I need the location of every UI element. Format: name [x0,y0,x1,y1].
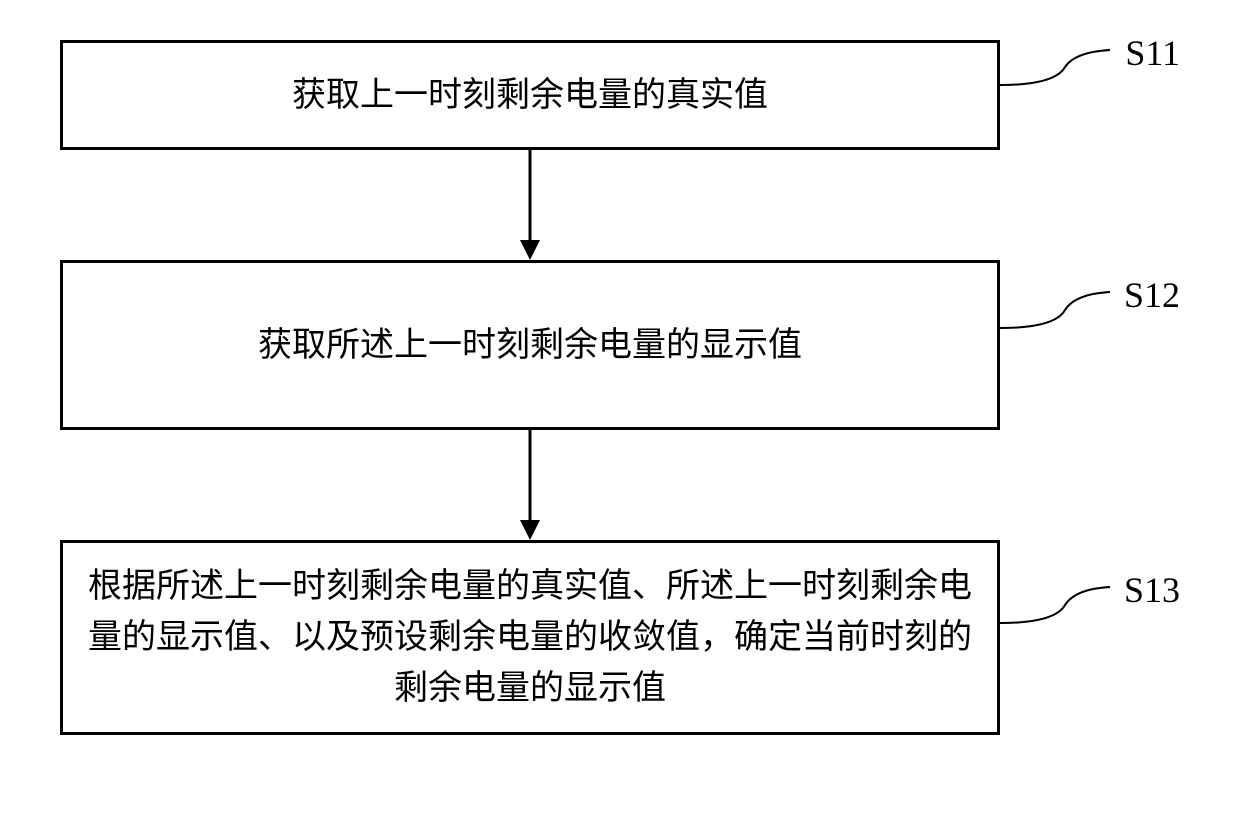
step-label: S13 [1124,569,1180,611]
arrow-down-icon [510,150,550,260]
flow-step-s11: 获取上一时刻剩余电量的真实值 S11 [60,40,1180,150]
arrow-down-icon [510,430,550,540]
flow-step-s13: 根据所述上一时刻剩余电量的真实值、所述上一时刻剩余电量的显示值、以及预设剩余电量… [60,540,1180,735]
flow-arrow-2 [60,430,1000,540]
flow-step-s12: 获取所述上一时刻剩余电量的显示值 S12 [60,260,1180,430]
flow-box-text: 根据所述上一时刻剩余电量的真实值、所述上一时刻剩余电量的显示值、以及预设剩余电量… [87,561,973,714]
step-label: S11 [1125,32,1180,74]
flow-box-s13: 根据所述上一时刻剩余电量的真实值、所述上一时刻剩余电量的显示值、以及预设剩余电量… [60,540,1000,735]
label-wrap-s12: S12 [1000,260,1180,430]
flow-arrow-1 [60,150,1000,260]
label-wrap-s13: S13 [1000,553,1180,723]
flow-box-s11: 获取上一时刻剩余电量的真实值 [60,40,1000,150]
step-label: S12 [1124,274,1180,316]
label-wrap-s11: S11 [1000,40,1180,150]
flow-box-s12: 获取所述上一时刻剩余电量的显示值 [60,260,1000,430]
flow-box-text: 获取上一时刻剩余电量的真实值 [292,70,768,121]
flowchart-container: 获取上一时刻剩余电量的真实值 S11 获取所述上一时刻剩余电量的显示值 S12 [60,40,1180,735]
flow-box-text: 获取所述上一时刻剩余电量的显示值 [258,320,802,371]
